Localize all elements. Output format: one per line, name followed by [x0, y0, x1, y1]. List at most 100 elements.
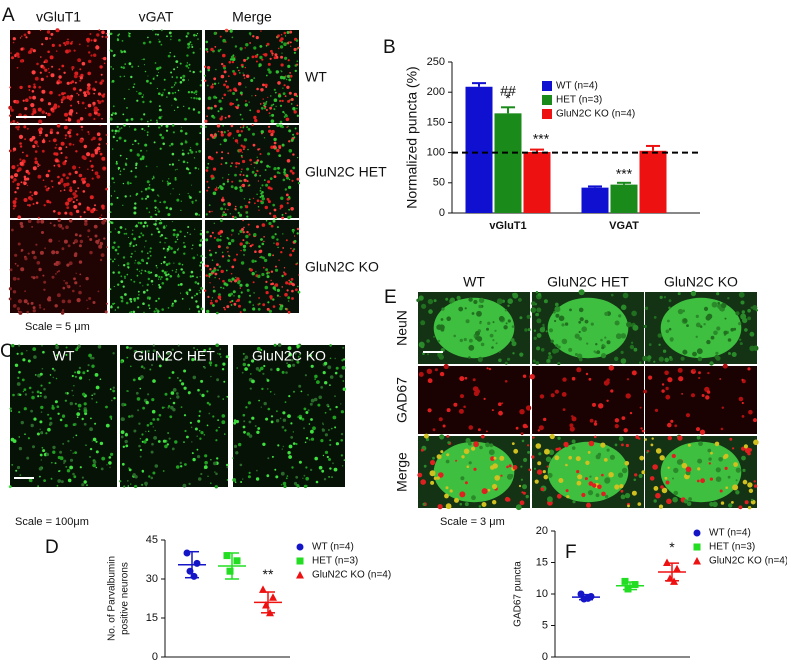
puncta — [626, 444, 629, 447]
puncta — [241, 156, 243, 158]
puncta — [39, 165, 40, 166]
puncta — [41, 43, 43, 45]
puncta — [176, 234, 179, 237]
puncta — [18, 243, 21, 246]
puncta — [475, 331, 480, 336]
puncta — [27, 128, 29, 130]
puncta — [473, 441, 479, 447]
puncta — [180, 210, 181, 211]
puncta — [294, 52, 296, 54]
puncta — [557, 494, 562, 499]
puncta — [264, 259, 267, 262]
puncta — [537, 461, 541, 465]
puncta — [460, 394, 464, 398]
puncta — [266, 474, 269, 477]
puncta — [224, 433, 225, 434]
puncta — [129, 62, 132, 65]
puncta — [33, 49, 36, 52]
puncta — [93, 461, 96, 464]
puncta — [177, 249, 179, 251]
puncta — [13, 290, 16, 293]
puncta — [38, 217, 40, 219]
puncta — [79, 89, 82, 92]
puncta — [296, 132, 299, 135]
puncta — [137, 154, 140, 157]
puncta — [173, 229, 175, 231]
puncta — [142, 234, 144, 236]
puncta — [290, 207, 294, 211]
puncta — [688, 497, 692, 501]
puncta — [151, 398, 154, 401]
puncta — [15, 470, 17, 472]
puncta — [91, 398, 93, 400]
puncta — [271, 114, 274, 117]
puncta — [45, 432, 47, 434]
puncta — [200, 287, 203, 290]
puncta — [531, 455, 534, 458]
puncta — [13, 304, 17, 308]
puncta — [275, 106, 276, 107]
puncta — [146, 401, 149, 404]
puncta — [147, 131, 149, 133]
puncta — [299, 461, 302, 464]
puncta — [27, 204, 28, 205]
puncta — [259, 303, 261, 305]
puncta — [98, 29, 100, 31]
puncta — [41, 78, 44, 81]
puncta — [58, 75, 61, 78]
puncta — [486, 328, 489, 331]
puncta — [268, 63, 271, 66]
puncta — [128, 237, 129, 238]
puncta — [505, 380, 508, 383]
puncta — [419, 295, 424, 300]
puncta — [585, 477, 588, 480]
puncta — [145, 71, 147, 73]
puncta — [221, 133, 224, 136]
puncta — [708, 457, 711, 460]
puncta — [57, 405, 60, 408]
puncta — [37, 395, 39, 397]
puncta — [227, 247, 229, 249]
puncta — [43, 388, 46, 391]
puncta — [15, 100, 19, 104]
y-tick-label: 100 — [427, 147, 445, 159]
puncta — [197, 420, 200, 423]
puncta — [507, 474, 513, 480]
puncta — [36, 63, 39, 66]
puncta — [82, 62, 86, 66]
puncta — [11, 109, 14, 112]
puncta — [78, 94, 80, 96]
puncta — [227, 90, 228, 91]
puncta — [87, 72, 91, 76]
puncta — [466, 319, 470, 323]
puncta — [87, 308, 89, 310]
puncta — [721, 501, 724, 504]
puncta — [79, 409, 81, 411]
puncta — [45, 134, 48, 137]
puncta — [254, 162, 256, 164]
puncta — [219, 239, 222, 242]
puncta — [557, 437, 560, 440]
puncta — [111, 195, 112, 196]
puncta — [17, 466, 20, 469]
y-tick-label: 45 — [146, 534, 158, 546]
puncta — [424, 434, 429, 439]
puncta — [287, 100, 290, 103]
puncta — [279, 296, 280, 297]
puncta — [243, 174, 245, 176]
puncta — [290, 248, 291, 249]
puncta — [224, 94, 227, 97]
puncta — [206, 231, 209, 234]
puncta — [220, 207, 223, 210]
puncta — [32, 90, 35, 93]
puncta — [189, 64, 191, 66]
puncta — [91, 395, 93, 397]
puncta — [229, 132, 232, 135]
puncta — [287, 414, 291, 418]
puncta — [123, 256, 125, 258]
puncta — [173, 233, 176, 236]
puncta — [48, 102, 51, 105]
puncta — [721, 428, 724, 431]
puncta — [260, 88, 263, 91]
puncta — [566, 489, 569, 492]
